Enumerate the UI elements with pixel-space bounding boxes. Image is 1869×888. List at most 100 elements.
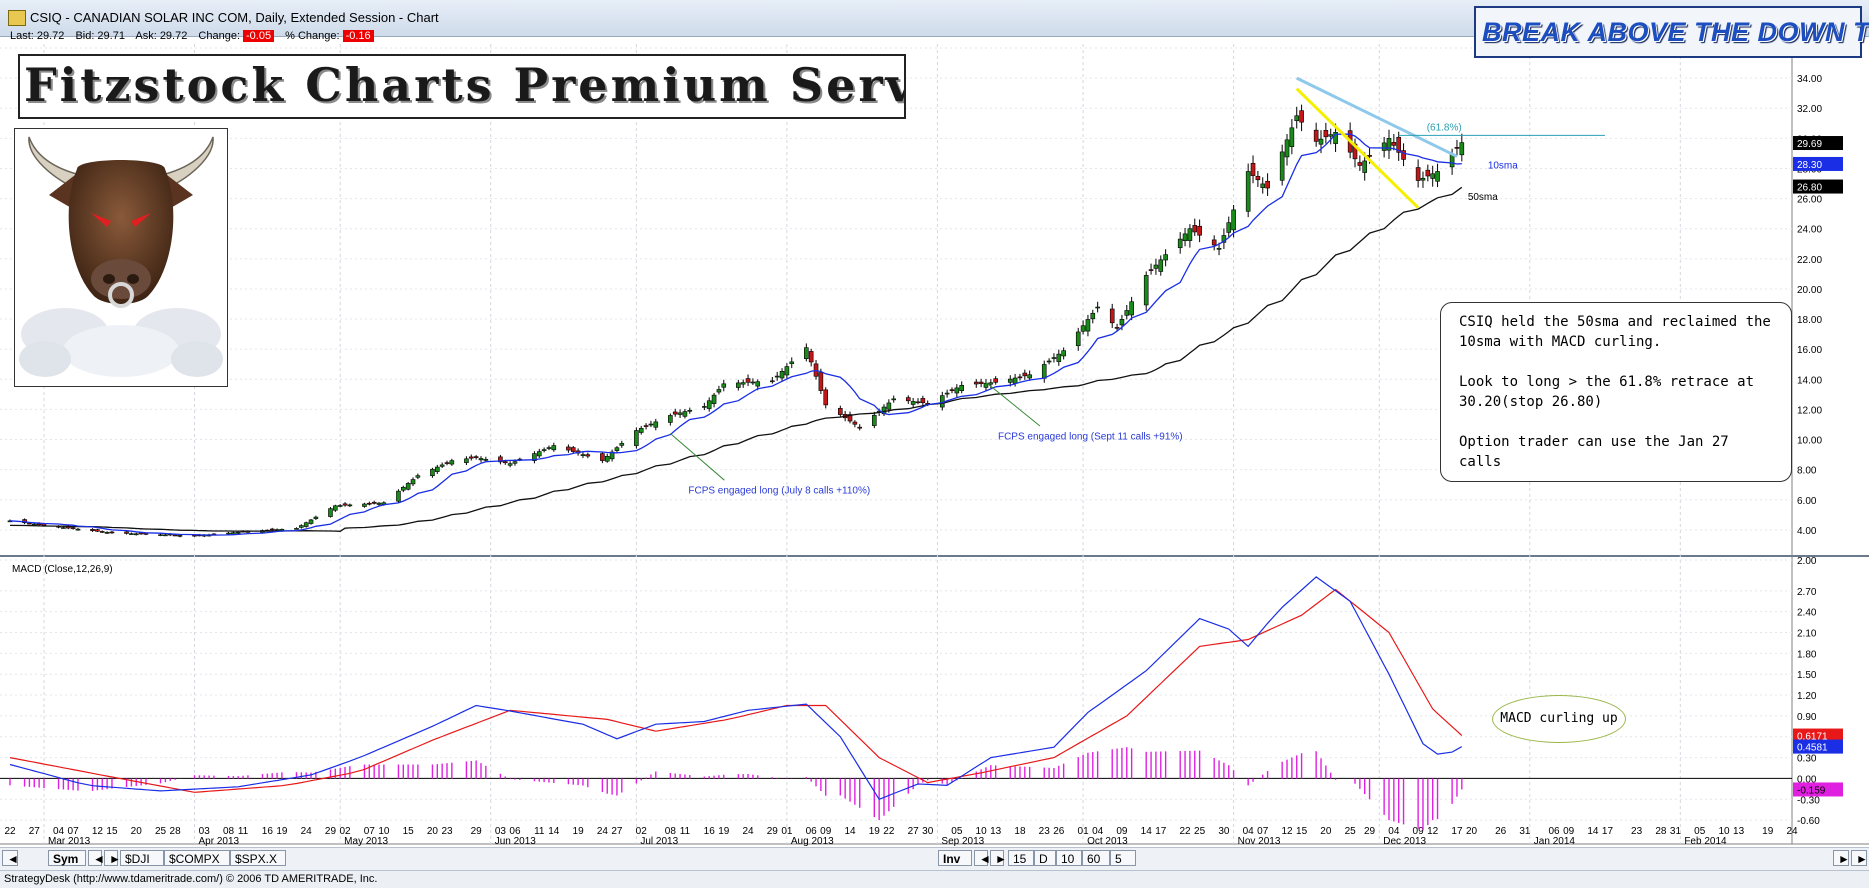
tab-sym[interactable]: Sym <box>48 850 86 866</box>
x-day-label: 27 <box>29 826 41 837</box>
candle-down <box>1391 142 1397 146</box>
x-day-label: 27 <box>908 826 920 837</box>
candle-up <box>886 402 892 410</box>
x-day-label: 23 <box>441 826 453 837</box>
candle-up <box>677 412 683 415</box>
candle-up <box>789 361 795 364</box>
macd-callout: MACD curling up <box>1492 695 1626 743</box>
candle-up <box>687 409 693 412</box>
period-next-icon[interactable]: ► <box>990 850 1007 866</box>
x-day-label: 14 <box>844 826 856 837</box>
candle-up <box>634 430 639 446</box>
candle-up <box>541 449 547 451</box>
tab-15[interactable]: 15 <box>1008 850 1034 866</box>
candle-up <box>614 447 620 451</box>
macd-tick-label: 1.20 <box>1797 691 1817 702</box>
candle-up <box>177 535 183 537</box>
x-day-label: 08 <box>665 826 677 837</box>
price-tick-label: 16.00 <box>1797 345 1822 356</box>
macd-tick-label: 0.30 <box>1797 754 1817 765</box>
tab-d[interactable]: D <box>1034 850 1056 866</box>
scroll-end-icon[interactable]: ► <box>1851 850 1868 866</box>
x-day-label: 06 <box>806 826 818 837</box>
scroll-left-icon[interactable]: ◄ <box>2 850 19 866</box>
tab-compx[interactable]: $COMPX <box>164 850 230 866</box>
tab-spx[interactable]: $SPX.X <box>230 850 286 866</box>
candle-down <box>818 372 824 391</box>
x-month-label: Dec 2013 <box>1383 836 1426 847</box>
x-day-label: 07 <box>68 826 80 837</box>
bid-label: Bid: <box>75 30 95 42</box>
candle-up <box>750 381 756 384</box>
price-tick-label: 4.00 <box>1797 526 1817 537</box>
candle-up <box>226 532 231 535</box>
x-day-label: 23 <box>1631 826 1643 837</box>
x-day-label: 15 <box>403 826 415 837</box>
candle-down <box>1109 308 1115 324</box>
x-day-label: 20 <box>427 826 439 837</box>
candle-up <box>483 459 489 461</box>
candle-up <box>235 531 241 534</box>
x-day-label: 24 <box>597 826 609 837</box>
candle-up <box>449 460 455 465</box>
candle-down <box>1192 225 1198 233</box>
bull-icon <box>19 136 223 377</box>
tab-5[interactable]: 5 <box>1110 850 1136 866</box>
period-prev-icon[interactable]: ◄ <box>974 850 991 866</box>
candle-down <box>570 447 576 452</box>
signal-value-label: 0.6171 <box>1797 732 1828 743</box>
note-line-2: Look to long > the 61.8% retrace at 30.2… <box>1459 374 1755 410</box>
x-day-label: 23 <box>1039 826 1051 837</box>
annotation-pointer <box>670 433 725 481</box>
tab-60[interactable]: 60 <box>1082 850 1110 866</box>
candle-down <box>808 351 814 363</box>
candle-up <box>1294 115 1300 122</box>
candle-up <box>779 371 785 379</box>
x-day-label: 20 <box>1466 826 1478 837</box>
tab-prev-icon[interactable]: ◄ <box>88 850 105 866</box>
candle-up <box>61 527 66 529</box>
x-day-label: 31 <box>1519 826 1531 837</box>
x-day-label: 03 <box>199 826 211 837</box>
candle-up <box>362 503 367 507</box>
candle-up <box>755 381 761 387</box>
candle-up <box>1289 127 1295 147</box>
quote-bar: Last: 29.72 Bid: 29.71 Ask: 29.72 Change: -0… <box>10 30 382 42</box>
candle-up <box>609 451 615 460</box>
x-day-label: 01 <box>1078 826 1090 837</box>
candle-down <box>70 527 76 529</box>
x-day-label: 28 <box>1655 826 1667 837</box>
note-line-1: CSIQ held the 50sma and reclaimed the 10… <box>1459 314 1771 350</box>
candle-down <box>566 446 571 451</box>
macd-tick-label: 2.70 <box>1797 587 1817 598</box>
candle-down <box>95 529 100 532</box>
candle-down <box>1017 376 1023 379</box>
x-day-label: 29 <box>325 826 337 837</box>
macd-tick-label: 2.10 <box>1797 629 1817 640</box>
tab-dji[interactable]: $DJI <box>120 850 164 866</box>
tab-10[interactable]: 10 <box>1056 850 1082 866</box>
candle-up <box>546 447 552 449</box>
scroll-right-icon[interactable]: ► <box>1833 850 1850 866</box>
candle-up <box>532 453 537 461</box>
macd-tick-label: 0.90 <box>1797 712 1817 723</box>
x-day-label: 16 <box>704 826 716 837</box>
x-day-label: 20 <box>131 826 143 837</box>
tab-inv[interactable]: Inv <box>938 850 972 866</box>
x-day-label: 26 <box>1495 826 1507 837</box>
bottom-toolbar[interactable]: ◄ Sym ◄ ► $DJI $COMPX $SPX.X Inv ◄ ► 15 … <box>0 847 1869 870</box>
x-day-label: 05 <box>1694 826 1706 837</box>
candle-down <box>1367 155 1372 157</box>
candle-down <box>1114 327 1120 329</box>
ask-label: Ask: <box>135 30 157 42</box>
x-day-label: 14 <box>548 826 560 837</box>
tab-next-icon[interactable]: ► <box>104 850 121 866</box>
x-day-label: 04 <box>1092 826 1104 837</box>
candle-down <box>342 503 348 506</box>
candle-up <box>1187 228 1193 241</box>
candle-up <box>1129 301 1134 316</box>
candle-down <box>172 534 178 537</box>
price-tick-label: 18.00 <box>1797 315 1822 326</box>
x-day-label: 13 <box>990 826 1002 837</box>
candle-up <box>1158 259 1164 272</box>
